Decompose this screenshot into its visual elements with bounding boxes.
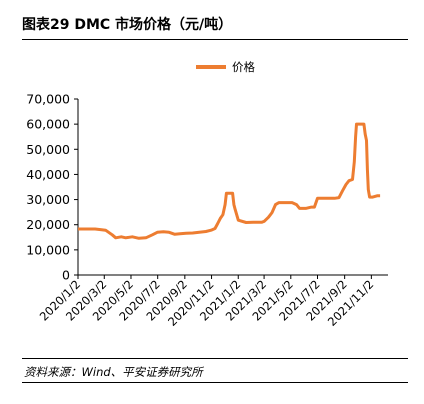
figure-title: 图表29 DMC 市场价格（元/吨）	[22, 17, 233, 33]
y-tick-label: 40,000	[26, 167, 70, 182]
y-axis-ticks: 0 10,000 20,000 30,000 40,000 50,000 60,000 70,…	[26, 92, 78, 283]
source-note: 资料来源：Wind、平安证券研究所	[24, 365, 203, 379]
y-tick-label: 30,000	[26, 192, 70, 207]
chart-area: 价格 0 10,000 20,000 30,000 40,000 50,000 60,000…	[0, 40, 424, 360]
y-tick-label: 10,000	[26, 242, 70, 257]
axes	[77, 99, 388, 276]
x-axis-ticks: 2020/1/22020/3/22020/5/22020/7/22020/9/2…	[37, 275, 376, 329]
legend: 价格	[196, 60, 255, 74]
footer-rule	[22, 358, 408, 359]
bottom-rule	[22, 382, 408, 383]
legend-label: 价格	[232, 60, 255, 74]
y-tick-label: 0	[62, 268, 70, 283]
chart-header: 图表29 DMC 市场价格（元/吨）	[22, 14, 408, 38]
y-tick-label: 50,000	[26, 142, 70, 157]
y-tick-label: 70,000	[26, 92, 70, 107]
header-rule	[22, 39, 408, 40]
y-tick-label: 60,000	[26, 117, 70, 132]
y-tick-label: 20,000	[26, 217, 70, 232]
series-line-price	[78, 122, 381, 240]
price-line-chart: 价格 0 10,000 20,000 30,000 40,000 50,000 60,000…	[26, 60, 388, 329]
